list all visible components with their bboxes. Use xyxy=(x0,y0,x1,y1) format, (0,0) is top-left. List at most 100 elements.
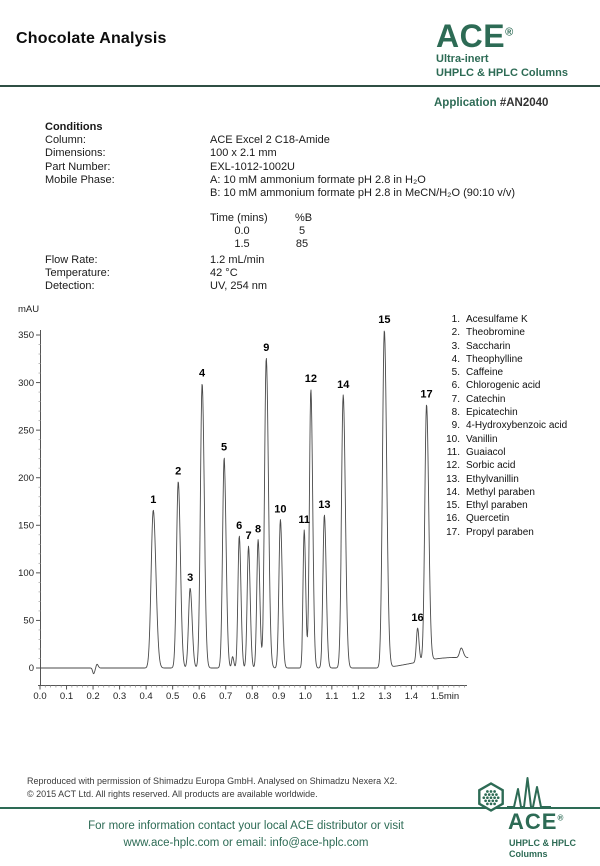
registered-trademark-symbol: ® xyxy=(505,26,514,39)
y-axis-unit-label: mAU xyxy=(18,304,39,315)
legend-item-name: Ethylvanillin xyxy=(466,473,519,485)
page-title: Chocolate Analysis xyxy=(16,30,167,47)
application-label: Application xyxy=(434,97,497,109)
legend-item: 17. Propyl paraben xyxy=(444,526,567,539)
gradient-b-0: 5 xyxy=(298,225,306,237)
gradient-time-0: 0.0 xyxy=(234,225,250,237)
legend-item: 12. Sorbic acid xyxy=(444,459,567,472)
logo-tagline-ultra-inert: Ultra-inert xyxy=(436,53,489,65)
legend-item-name: Chlorogenic acid xyxy=(466,380,541,392)
legend-item-number: 4. xyxy=(451,353,460,365)
peak-label-7: 7 xyxy=(245,530,251,542)
x-tick-label: 0.1 xyxy=(60,691,73,702)
x-tick-label: 0.7 xyxy=(219,691,232,702)
footer-contact-line-2: www.ace-hplc.com or email: info@ace-hplc… xyxy=(123,836,369,849)
legend-item-number: 10. xyxy=(446,433,460,445)
legend-item: 9. 4-Hydroxybenzoic acid xyxy=(444,419,568,432)
peak-label-13: 13 xyxy=(318,499,330,511)
conditions-section: Conditions Column: ACE Excel 2 C18-Amide … xyxy=(45,121,515,200)
legend-item-number: 13. xyxy=(446,473,460,485)
ace-footer-logo: ACE® xyxy=(508,811,563,833)
peak-label-3: 3 xyxy=(187,572,193,584)
legend-item-name: Vanillin xyxy=(466,433,498,445)
legend-item-name: Theophylline xyxy=(466,353,523,365)
legend-item: 3. Saccharin xyxy=(444,340,567,353)
x-tick-label: 1.2 xyxy=(352,691,365,702)
peak-label-14: 14 xyxy=(337,379,350,391)
peak-label-15: 15 xyxy=(378,314,390,326)
legend-item-number: 5. xyxy=(451,367,460,379)
y-tick-label: 250 xyxy=(18,425,34,436)
footer-credit-2: © 2015 ACT Ltd. All rights reserved. All… xyxy=(27,789,318,799)
peak-label-8: 8 xyxy=(255,524,261,536)
legend-item-name: Caffeine xyxy=(466,367,504,379)
y-tick-label: 50 xyxy=(23,616,34,627)
legend-item: 13. Ethylvanillin xyxy=(444,473,567,486)
gradient-header-percent-b: %B xyxy=(295,212,313,224)
footer-registered-trademark-symbol: ® xyxy=(557,813,564,823)
application-id: #AN2040 xyxy=(499,97,549,109)
legend-item-number: 1. xyxy=(451,314,460,325)
peak-label-2: 2 xyxy=(175,466,181,478)
ace-logo-text: ACE xyxy=(436,18,506,54)
legend-item-number: 2. xyxy=(451,327,460,339)
footer-credit-1: Reproduced with permission of Shimadzu E… xyxy=(27,776,398,786)
legend-item-name: Acesulfame K xyxy=(466,314,528,325)
x-tick-label: 1.5min xyxy=(431,691,460,702)
peak-label-9: 9 xyxy=(263,342,269,354)
condition-row-mobile-phase-a: Mobile Phase: A: 10 mM ammonium formate p… xyxy=(45,173,426,186)
chromatogram-trace xyxy=(39,330,469,675)
y-tick-label: 350 xyxy=(18,330,34,341)
peak-label-5: 5 xyxy=(221,442,227,454)
peak-label-6: 6 xyxy=(236,520,242,532)
footer-contact-line-1: For more information contact your local … xyxy=(88,820,404,832)
condition-row-temperature: Temperature: 42 °C xyxy=(45,267,238,280)
condition-row-flow-rate: Flow Rate: 1.2 mL/min xyxy=(45,254,265,266)
legend-item-number: 16. xyxy=(446,513,460,525)
gradient-b-1: 85 xyxy=(295,238,309,250)
ace-logo-wordmark: ACE® xyxy=(436,20,568,52)
condition-row-part-number: Part Number: EXL-1012-1002U xyxy=(45,160,296,173)
legend-item-number: 6. xyxy=(451,380,460,392)
gradient-time-1: 1.5 xyxy=(234,238,250,250)
condition-row-mobile-phase-b: B: 10 mM ammonium formate pH 2.8 in MeCN… xyxy=(210,187,516,200)
legend-item-name: Methyl paraben xyxy=(466,486,535,498)
footer-logo-tagline-1: UHPLC & HPLC xyxy=(509,838,576,848)
condition-row-column: Column: ACE Excel 2 C18-Amide xyxy=(45,134,330,147)
legend-item-number: 7. xyxy=(451,393,460,405)
legend-item: 4. Theophylline xyxy=(444,353,567,366)
legend-item-number: 14. xyxy=(446,486,460,498)
legend-item: 15. Ethyl paraben xyxy=(444,499,567,512)
legend-item: 8. Epicatechin xyxy=(444,406,567,419)
legend-item-name: Guaiacol xyxy=(466,446,506,458)
logo-tagline-columns: UHPLC & HPLC Columns xyxy=(436,67,568,79)
hexagon-dots xyxy=(482,790,500,806)
legend-item-name: Ethyl paraben xyxy=(466,500,528,512)
x-tick-label: 0.8 xyxy=(246,691,259,702)
legend-item-name: Theobromine xyxy=(466,327,525,339)
x-tick-label: 1.4 xyxy=(405,691,418,702)
legend-item: 10. Vanillin xyxy=(444,433,567,446)
legend-item: 7. Catechin xyxy=(444,393,567,406)
x-tick-label: 1.3 xyxy=(378,691,391,702)
header-divider-line xyxy=(0,85,600,87)
legend-item-name: Quercetin xyxy=(466,513,510,525)
x-tick-label: 0.2 xyxy=(86,691,99,702)
chromatogram-peaks-icon xyxy=(507,777,551,808)
legend-item-number: 12. xyxy=(446,460,460,472)
ace-footer-logo-text: ACE xyxy=(508,809,558,834)
footer-divider-line xyxy=(0,807,600,809)
x-tick-label: 0.5 xyxy=(166,691,179,702)
legend-item-name: 4-Hydroxybenzoic acid xyxy=(466,420,568,432)
legend-item-name: Catechin xyxy=(466,393,506,405)
legend-item: 1. Acesulfame K xyxy=(444,313,567,326)
peak-label-17: 17 xyxy=(420,388,432,400)
x-tick-label: 0.6 xyxy=(193,691,206,702)
legend-item: 16. Quercetin xyxy=(444,512,567,525)
legend-item-number: 8. xyxy=(451,407,460,419)
conditions-section-2: Flow Rate: 1.2 mL/min Temperature: 42 °C D… xyxy=(45,254,267,294)
legend-item: 11. Guaiacol xyxy=(444,446,567,459)
peak-label-16: 16 xyxy=(411,612,423,624)
y-tick-label: 100 xyxy=(18,568,34,579)
y-tick-label: 300 xyxy=(18,378,34,389)
